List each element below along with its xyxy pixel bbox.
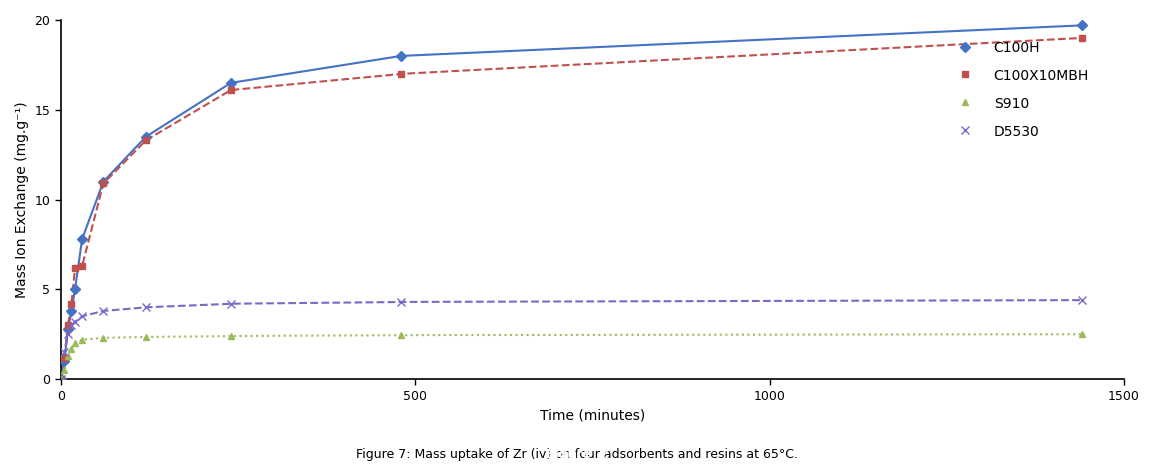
D5530	[224, 301, 238, 306]
S910	[58, 368, 72, 373]
D5530	[61, 331, 75, 337]
D5530	[65, 322, 79, 328]
S910	[1074, 331, 1088, 337]
C100H	[58, 358, 72, 364]
C100X10MBH	[224, 87, 238, 93]
D5530	[97, 308, 111, 313]
S910	[394, 332, 408, 338]
C100X10MBH	[54, 376, 68, 382]
C100H	[97, 179, 111, 184]
C100H	[139, 134, 152, 140]
C100X10MBH	[139, 138, 152, 143]
S910	[224, 333, 238, 339]
X-axis label: Time (minutes): Time (minutes)	[539, 408, 646, 422]
C100X10MBH	[75, 263, 89, 269]
D5530	[1074, 298, 1088, 303]
C100X10MBH	[394, 71, 408, 77]
C100H	[1074, 23, 1088, 28]
S910	[68, 340, 82, 346]
S910	[65, 346, 79, 352]
C100H	[224, 80, 238, 86]
S910	[139, 334, 152, 340]
D5530	[75, 313, 89, 319]
Legend: C100H, C100X10MBH, S910, D5530: C100H, C100X10MBH, S910, D5530	[941, 34, 1096, 146]
C100H	[61, 326, 75, 332]
C100H	[65, 308, 79, 313]
C100X10MBH	[61, 322, 75, 328]
C100X10MBH	[58, 355, 72, 360]
Y-axis label: Mass Ion Exchange (mg.g⁻¹): Mass Ion Exchange (mg.g⁻¹)	[15, 101, 29, 298]
S910	[75, 337, 89, 343]
Line: D5530: D5530	[57, 296, 1086, 384]
S910	[97, 335, 111, 341]
C100X10MBH	[97, 180, 111, 186]
Text: Figure 7: Mass uptake of Zr (iv) on four adsorbents and resins at 65°C.: Figure 7: Mass uptake of Zr (iv) on four…	[357, 447, 798, 461]
D5530	[54, 376, 68, 382]
C100H	[68, 287, 82, 292]
C100X10MBH	[68, 265, 82, 271]
S910	[61, 353, 75, 359]
S910	[54, 376, 68, 382]
D5530	[58, 349, 72, 355]
C100X10MBH	[1074, 35, 1088, 41]
C100H	[394, 53, 408, 59]
C100H	[54, 376, 68, 382]
Line: C100H: C100H	[58, 22, 1085, 383]
C100H	[75, 236, 89, 242]
Text: Figure 7:: Figure 7:	[546, 447, 609, 461]
D5530	[394, 299, 408, 305]
Line: S910: S910	[58, 331, 1085, 383]
C100X10MBH	[65, 301, 79, 306]
D5530	[139, 305, 152, 310]
D5530	[68, 319, 82, 324]
Line: C100X10MBH: C100X10MBH	[58, 34, 1085, 383]
